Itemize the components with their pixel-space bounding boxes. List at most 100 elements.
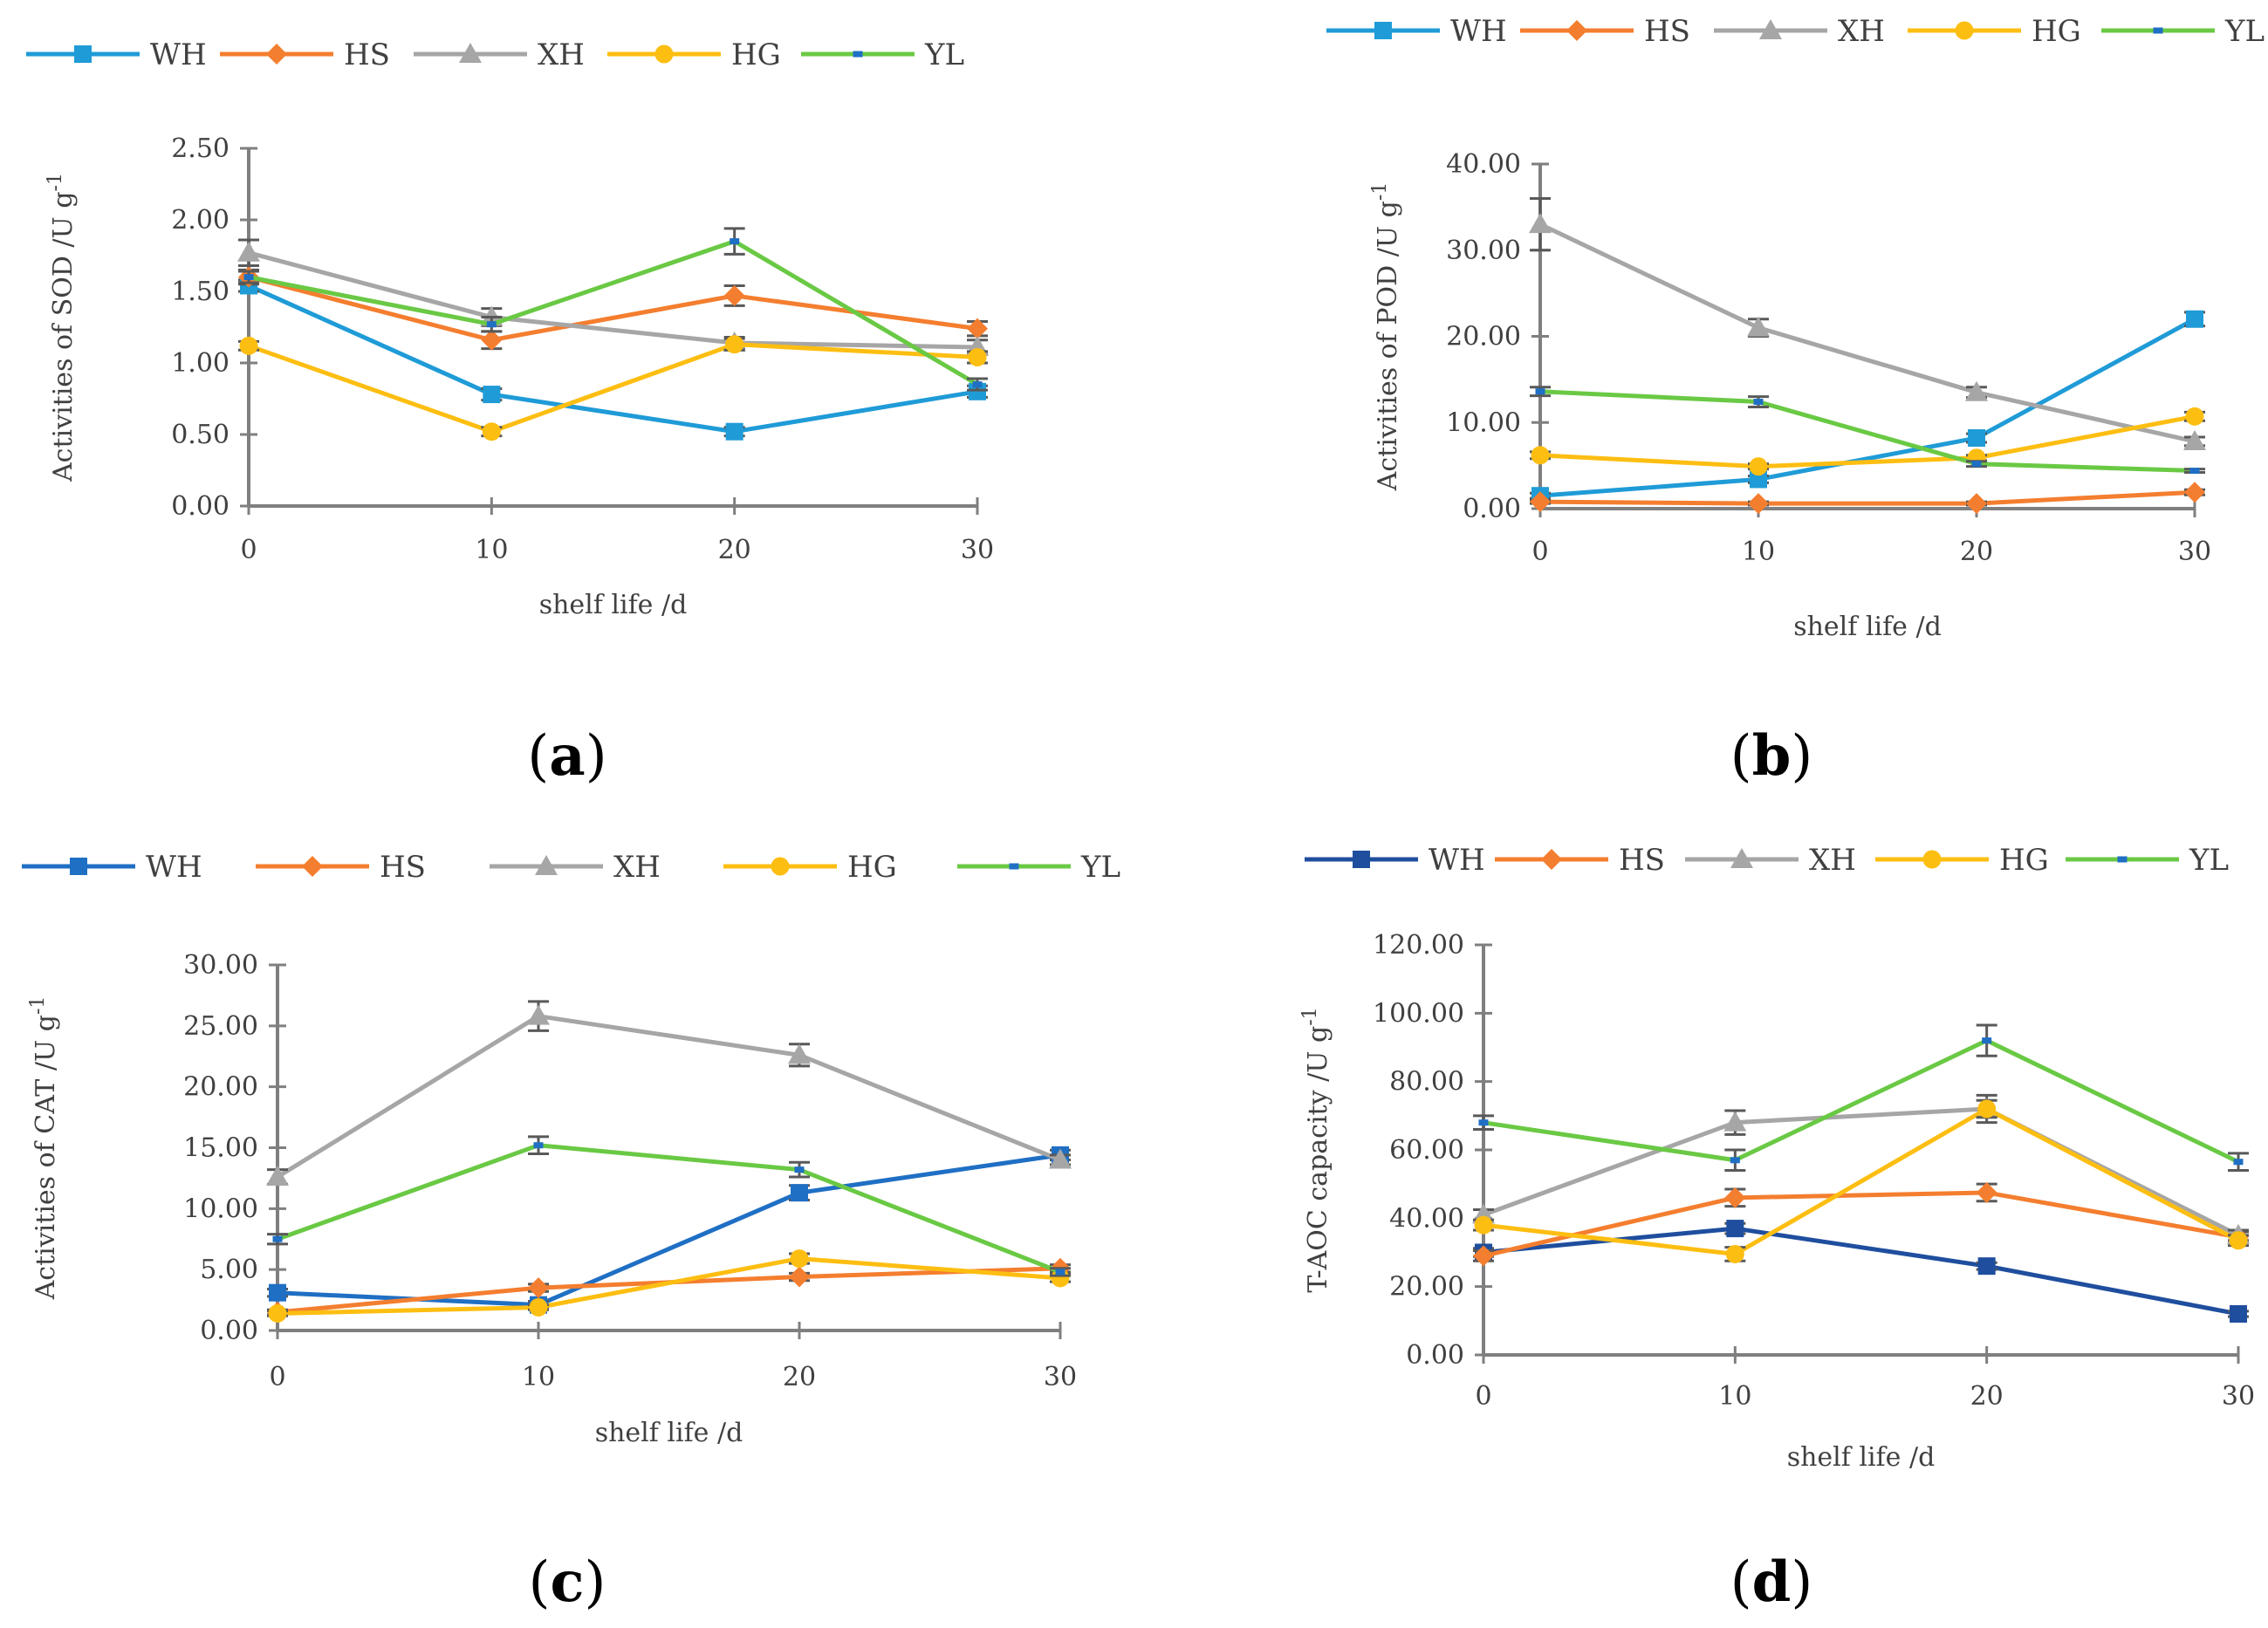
data-point xyxy=(1478,1119,1489,1126)
data-point xyxy=(528,1277,549,1299)
legend-marker xyxy=(853,51,863,58)
legend-item-WH: WH xyxy=(26,38,207,72)
series-HG xyxy=(267,1249,1071,1323)
legend-marker xyxy=(1353,851,1370,868)
data-point xyxy=(243,274,254,281)
legend: WH HS XH HG YL xyxy=(26,38,964,72)
data-point xyxy=(533,1142,544,1149)
data-point xyxy=(723,284,745,306)
data-point xyxy=(789,1266,810,1288)
data-point xyxy=(483,386,501,404)
data-point xyxy=(1976,1181,1997,1203)
data-point xyxy=(237,241,260,262)
series-line xyxy=(1539,389,2196,474)
series-HG xyxy=(1473,1098,2249,1263)
x-tick-label: 0 xyxy=(1475,1381,1491,1412)
series-line xyxy=(277,1143,1061,1275)
data-point xyxy=(269,1283,286,1302)
legend-item-HG: HG xyxy=(1875,843,2049,878)
series-YL xyxy=(238,227,988,392)
legend-label: HG xyxy=(847,850,897,885)
legend-item-WH: WH xyxy=(22,850,202,885)
series-XH xyxy=(266,1000,1072,1187)
data-point xyxy=(790,1249,809,1269)
data-point xyxy=(268,1303,287,1323)
data-point xyxy=(2229,1231,2248,1250)
series-line xyxy=(276,1014,1061,1180)
y-tick-label: 40.00 xyxy=(1389,1203,1464,1234)
series-line xyxy=(1539,317,2196,498)
y-axis-title: T-AOC capacity /U g-1 xyxy=(1299,1007,1333,1292)
data-point xyxy=(725,422,743,441)
series-line xyxy=(248,342,978,434)
legend-item-HG: HG xyxy=(607,38,781,72)
y-tick-label: 20.00 xyxy=(1446,322,1521,352)
legend-label: WH xyxy=(1429,843,1485,878)
legend-marker xyxy=(1566,20,1587,41)
y-tick-label: 40.00 xyxy=(1446,149,1521,180)
data-point xyxy=(1749,457,1768,476)
x-tick-label: 30 xyxy=(961,535,994,565)
data-point xyxy=(1750,470,1767,489)
legend-marker xyxy=(771,857,790,876)
data-point xyxy=(1965,380,1988,401)
series-line xyxy=(1483,1226,2239,1317)
legend: WH HS XH HG YL xyxy=(1305,843,2229,878)
legend-marker xyxy=(1730,848,1753,868)
x-axis-title: shelf life /d xyxy=(1793,612,1942,642)
data-point xyxy=(239,336,258,355)
legend-label: YL xyxy=(924,38,964,72)
series-HG xyxy=(1530,407,2205,476)
y-tick-label: 10.00 xyxy=(1446,407,1521,438)
x-tick-label: 20 xyxy=(783,1362,816,1392)
data-point xyxy=(794,1166,805,1173)
x-axis-title: shelf life /d xyxy=(1787,1442,1936,1473)
legend-label: HG xyxy=(731,38,781,72)
legend-marker xyxy=(2153,27,2163,34)
x-tick-label: 0 xyxy=(240,535,257,565)
data-point xyxy=(1474,1215,1493,1235)
legend-item-YL: YL xyxy=(2101,14,2265,49)
legend-item-YL: YL xyxy=(2066,843,2229,878)
legend-item-YL: YL xyxy=(801,38,964,72)
data-point xyxy=(1473,1245,1494,1267)
x-tick-label: 30 xyxy=(1044,1362,1077,1392)
data-point xyxy=(967,318,988,339)
x-tick-label: 0 xyxy=(269,1362,285,1392)
data-point xyxy=(1968,429,1985,448)
data-point xyxy=(1049,1148,1072,1169)
y-tick-label: 100.00 xyxy=(1373,998,1464,1029)
chart-panel-a: 0.00 0.50 1.00 1.50 2.00 2.50 0 10 20 30 shelf lif… xyxy=(26,38,994,789)
data-point xyxy=(725,335,744,354)
chart-panel-b: 0.00 10.00 20.00 30.00 40.00 0 10 20 30 shelf lif… xyxy=(1326,14,2265,789)
y-tick-label: 0.00 xyxy=(171,491,230,522)
x-axis-title: shelf life /d xyxy=(595,1418,743,1448)
chart-panel-d: 0.00 20.00 40.00 60.00 80.00 100.00 120.00 0 10 2… xyxy=(1299,843,2255,1615)
legend-label: WH xyxy=(1450,14,1507,49)
series-line xyxy=(277,1256,1061,1316)
series-line xyxy=(1539,489,2196,506)
legend-item-XH: XH xyxy=(1714,14,1885,49)
legend-marker xyxy=(1955,21,1974,40)
series-line xyxy=(248,239,979,386)
data-point xyxy=(527,1004,550,1025)
legend-marker xyxy=(1759,19,1782,39)
x-tick-label: 30 xyxy=(2222,1381,2255,1412)
y-tick-label: 10.00 xyxy=(183,1194,258,1224)
series-YL xyxy=(267,1135,1071,1277)
y-tick-label: 2.00 xyxy=(171,205,230,236)
data-point xyxy=(1725,1244,1744,1263)
data-point xyxy=(972,381,983,388)
legend-marker xyxy=(654,44,674,64)
legend-label: HS xyxy=(1644,14,1690,49)
y-tick-label: 0.50 xyxy=(171,420,230,450)
x-tick-label: 10 xyxy=(1718,1381,1751,1412)
legend-marker xyxy=(2117,856,2128,863)
legend-label: WH xyxy=(146,850,202,885)
series-line xyxy=(1483,1106,2240,1238)
y-tick-label: 1.50 xyxy=(171,277,230,307)
legend-item-HS: HS xyxy=(256,850,426,885)
legend-item-HS: HS xyxy=(1520,14,1690,49)
y-tick-label: 30.00 xyxy=(1446,236,1521,266)
